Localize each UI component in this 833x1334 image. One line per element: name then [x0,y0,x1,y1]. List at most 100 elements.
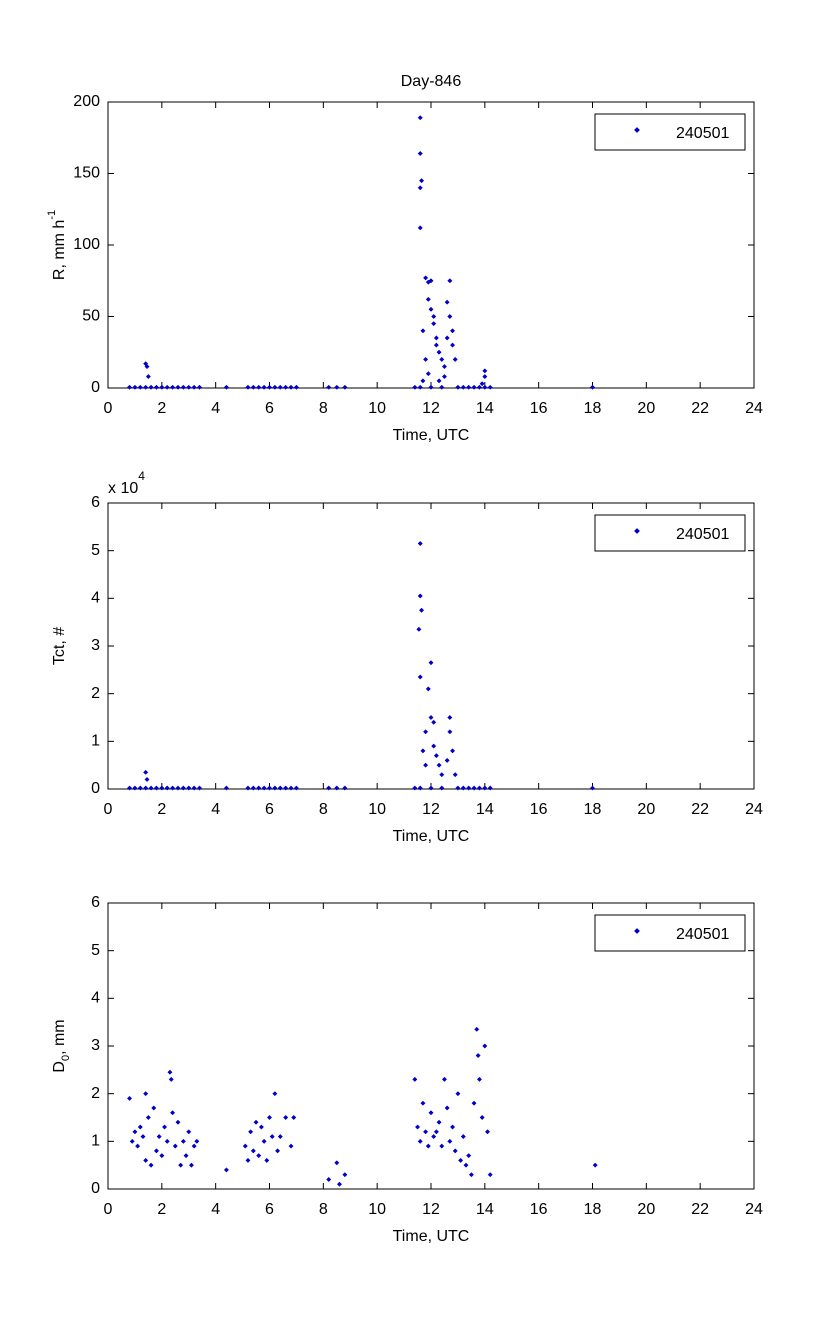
data-point [479,381,485,387]
data-point [288,1143,294,1149]
data-point [423,729,429,735]
y-tick-label: 0 [91,379,100,396]
data-point [441,374,448,380]
data-point [441,1076,448,1082]
x-tick-label: 22 [691,1201,709,1218]
data-point [164,384,170,390]
data-point [266,785,273,791]
x-tick-label: 24 [745,400,763,417]
data-point [137,384,143,390]
y-tick-label: 200 [73,93,100,110]
data-point [447,729,453,735]
x-tick-label: 2 [157,400,166,417]
x-tick-label: 8 [319,801,328,818]
data-point [484,1129,491,1135]
data-point [482,785,488,791]
data-point [431,1134,437,1140]
data-point [447,313,453,320]
data-point [223,1167,229,1173]
data-point [417,115,423,121]
y-tick-label: 6 [91,894,100,911]
x-tick-label: 2 [157,1201,166,1218]
y-tick-label: 50 [82,308,100,325]
x-tick-label: 6 [265,801,274,818]
data-point [412,1076,418,1082]
data-point [245,384,251,390]
data-point [137,785,143,791]
data-point [186,384,192,390]
data-point [482,384,488,390]
data-point [288,785,294,791]
x-tick-label: 10 [368,400,386,417]
data-point [261,785,267,791]
data-point [283,384,289,390]
data-point [140,1134,146,1140]
data-point [414,1124,421,1130]
data-point [186,1129,192,1135]
data-point [250,785,256,791]
data-point [256,384,262,390]
data-point [334,384,340,390]
data-point [466,785,472,791]
x-tick-label: 6 [265,400,274,417]
data-point [283,1114,289,1121]
x-tick-label: 12 [422,1201,440,1218]
y-multiplier: x 104 [108,469,145,497]
data-point [428,714,434,721]
data-point [164,1138,170,1144]
x-tick-label: 20 [637,801,655,818]
data-point [242,1143,248,1149]
data-point [431,743,437,749]
y-axis-label: R, mm h-1 [46,210,68,280]
data-point [326,785,332,791]
data-point [452,772,458,778]
data-point [425,1143,431,1149]
y-tick-label: 5 [91,542,100,559]
data-point [293,384,299,390]
data-point [423,762,429,768]
data-point [250,1148,256,1154]
data-point [444,757,450,763]
data-point [428,1110,434,1116]
x-tick-label: 18 [584,400,602,417]
data-point [439,772,445,778]
x-tick-label: 0 [104,801,113,818]
data-point [266,384,273,390]
data-point [253,1119,259,1125]
data-point [168,1076,174,1082]
data-point [223,384,229,390]
data-point [482,1043,488,1049]
data-point [261,1138,267,1144]
data-point [342,384,348,390]
data-point [167,1069,173,1075]
x-tick-label: 4 [211,400,220,417]
data-point [425,296,431,302]
data-point [417,225,423,231]
data-point [277,785,283,791]
y-label-sup: -1 [46,210,58,220]
data-point [175,384,181,390]
x-axis-label: Time, UTC [393,427,470,444]
x-tick-label: 16 [530,1201,548,1218]
data-point [420,1100,426,1106]
data-point [436,1119,442,1125]
y-tick-label: 4 [91,990,100,1007]
data-point [475,1052,481,1059]
data-point [471,785,477,791]
data-point [460,384,466,390]
data-point [449,342,456,348]
x-tick-label: 12 [422,400,440,417]
data-point [425,686,431,692]
x-tick-label: 22 [691,400,709,417]
data-point [275,1148,281,1154]
data-point [487,384,493,390]
legend-box [594,914,746,952]
y-tick-label: 1 [91,733,100,750]
x-tick-label: 22 [691,801,709,818]
data-point [126,785,133,791]
data-point [272,785,278,791]
data-point [417,384,423,390]
data-point [417,1138,423,1144]
data-point [277,1134,283,1140]
y-tick-label: 0 [91,780,100,797]
